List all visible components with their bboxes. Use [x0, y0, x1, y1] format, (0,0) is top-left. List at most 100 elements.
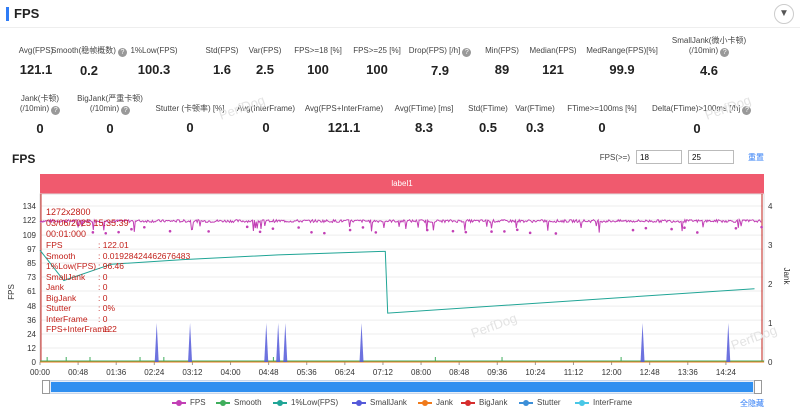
y2-axis-label: Jank [782, 268, 791, 286]
metric-unit-text: (/10min) [19, 104, 50, 113]
metric-label-text: Var(FTime) [515, 104, 555, 113]
tooltip-value: : 0 [98, 282, 108, 292]
range-end-handle[interactable] [754, 380, 762, 394]
metric-label-text: 1%Low(FPS) [130, 46, 178, 55]
fps-dip-point [271, 227, 275, 230]
hide-all-link[interactable]: 全隐藏 [740, 399, 764, 408]
metric-metrics_row2-9: Delta(FTime)>100ms [/h]? 0 [652, 104, 752, 136]
metric-label: Delta(FTime)>100ms [/h]? [652, 104, 752, 115]
metric-value: 0.3 [525, 120, 545, 135]
x-tick-label: 12:48 [640, 368, 661, 377]
time-range-slider[interactable] [42, 380, 762, 394]
tooltip-row: Smooth: 0.01928424462676483 [46, 251, 216, 262]
label-band[interactable]: label1 [40, 174, 764, 194]
y-tick-label: 97 [27, 245, 36, 254]
x-tick-label: 08:00 [411, 368, 432, 377]
legend-swatch [352, 399, 366, 406]
metric-value: 7.9 [430, 63, 450, 78]
legend-item-stutter[interactable]: Stutter [519, 398, 561, 407]
tooltip-time: 00:01:000 [46, 229, 87, 239]
tooltip-key: Jank [46, 282, 64, 292]
legend-item-smalljank[interactable]: SmallJank [352, 398, 407, 407]
chevron-down-icon[interactable]: ▼ [774, 4, 794, 24]
tooltip-key: 1%Low(FPS) [46, 261, 97, 271]
metric-label-text: FPS>=18 [%] [294, 46, 342, 55]
metric-label-text: Std(FPS) [205, 46, 239, 55]
y-tick-label: 109 [23, 231, 37, 240]
legend-item-jank[interactable]: Jank [418, 398, 453, 407]
legend-item-smooth[interactable]: Smooth [216, 398, 262, 407]
metric-label: Min(FPS) [457, 46, 547, 56]
fps-dip-point [425, 228, 429, 232]
fps-section-header: FPS ▼ [0, 0, 800, 28]
tooltip-value: : 96.46 [98, 261, 124, 271]
metric-metrics_row2-8: FTime>=100ms [%] 0 [557, 104, 647, 135]
smalljank-spike [359, 323, 364, 362]
legend-dot [422, 399, 428, 406]
metric-label: Smooth(稳帧概数)? [44, 46, 134, 57]
tooltip-value: : 122.01 [98, 240, 129, 250]
help-icon[interactable]: ? [117, 48, 127, 57]
help-icon[interactable]: ? [121, 106, 131, 115]
y2-tick-label: 0 [768, 358, 773, 367]
range-fill[interactable] [51, 382, 753, 392]
legend-swatch [575, 399, 589, 406]
y-tick-label: 36 [27, 316, 36, 325]
metric-label: Stutter (卡顿率) [%] [145, 104, 235, 114]
y-tick-label: 61 [27, 287, 36, 296]
metric-metrics_row1-1: Smooth(稳帧概数)? 0.2 [44, 46, 134, 78]
tooltip-value: : 0 [98, 292, 108, 303]
legend-label: BigJank [479, 398, 508, 407]
metric-metrics_row1-9: Median(FPS) 121 [508, 46, 598, 77]
metric-value: 0 [186, 120, 194, 135]
legend-item-bigjank[interactable]: BigJank [461, 398, 507, 407]
help-icon[interactable]: ? [462, 48, 472, 57]
fps-dip-point [515, 228, 519, 232]
fps-dip-point [464, 230, 468, 234]
help-icon[interactable]: ? [51, 106, 61, 115]
fps-threshold-1-input[interactable] [636, 150, 682, 164]
metric-metrics_row2-6: Std(FTime) 0.5 [443, 104, 533, 135]
chart-title: FPS [12, 152, 36, 166]
legend-dot [220, 399, 226, 406]
fps-dip-point [554, 232, 558, 235]
metric-value: 99.9 [609, 62, 635, 77]
metric-value: 0 [693, 121, 701, 136]
legend-item-interframe[interactable]: InterFrame [575, 398, 632, 407]
legend-dot [277, 399, 283, 406]
y2-tick-label: 2 [768, 280, 773, 289]
help-icon[interactable]: ? [720, 48, 730, 57]
metric-label-text: SmallJank(微小卡顿) [671, 36, 747, 45]
fps-dip-point [104, 231, 108, 235]
fps-dip-point [245, 225, 249, 229]
tooltip-row: SmallJank: 0 [46, 272, 216, 283]
fps-dip-point [683, 226, 686, 230]
metric-label: FTime>=100ms [%] [557, 104, 647, 114]
metrics-row-2: Jank(卡顿) (/10min)? 0 BigJank(严重卡顿) (/10min)?… [0, 94, 800, 144]
fps-dip-point [670, 227, 673, 231]
reset-link[interactable]: 重置 [748, 152, 764, 162]
legend-item-1-low-fps-[interactable]: 1%Low(FPS) [273, 398, 338, 407]
section-title: FPS [14, 6, 40, 21]
metric-label: Median(FPS) [508, 46, 598, 56]
help-icon[interactable]: ? [742, 106, 752, 115]
metric-metrics_row1-7: Drop(FPS) [/h]? 7.9 [395, 46, 485, 78]
fps-series-line [39, 218, 762, 233]
metric-value: 100 [307, 62, 329, 77]
metric-label: Std(FPS) [177, 46, 267, 56]
metric-value: 0 [262, 120, 270, 135]
fps-dip-point [631, 228, 635, 232]
x-tick-label: 04:48 [259, 368, 280, 377]
tooltip-value: : 0.01928424462676483 [98, 250, 191, 261]
smalljank-spike [726, 323, 731, 362]
tooltip-row: 1%Low(FPS): 96.46 [46, 261, 216, 272]
legend-item-fps[interactable]: FPS [172, 398, 206, 407]
range-start-handle[interactable] [42, 380, 50, 394]
x-tick-label: 09:36 [487, 368, 508, 377]
metric-label-unit: (/10min)? [664, 46, 754, 57]
fps-dip-point [348, 228, 352, 232]
y2-tick-label: 3 [768, 241, 773, 250]
metric-label: BigJank(严重卡顿) [65, 94, 155, 104]
fps-threshold-2-input[interactable] [688, 150, 734, 164]
